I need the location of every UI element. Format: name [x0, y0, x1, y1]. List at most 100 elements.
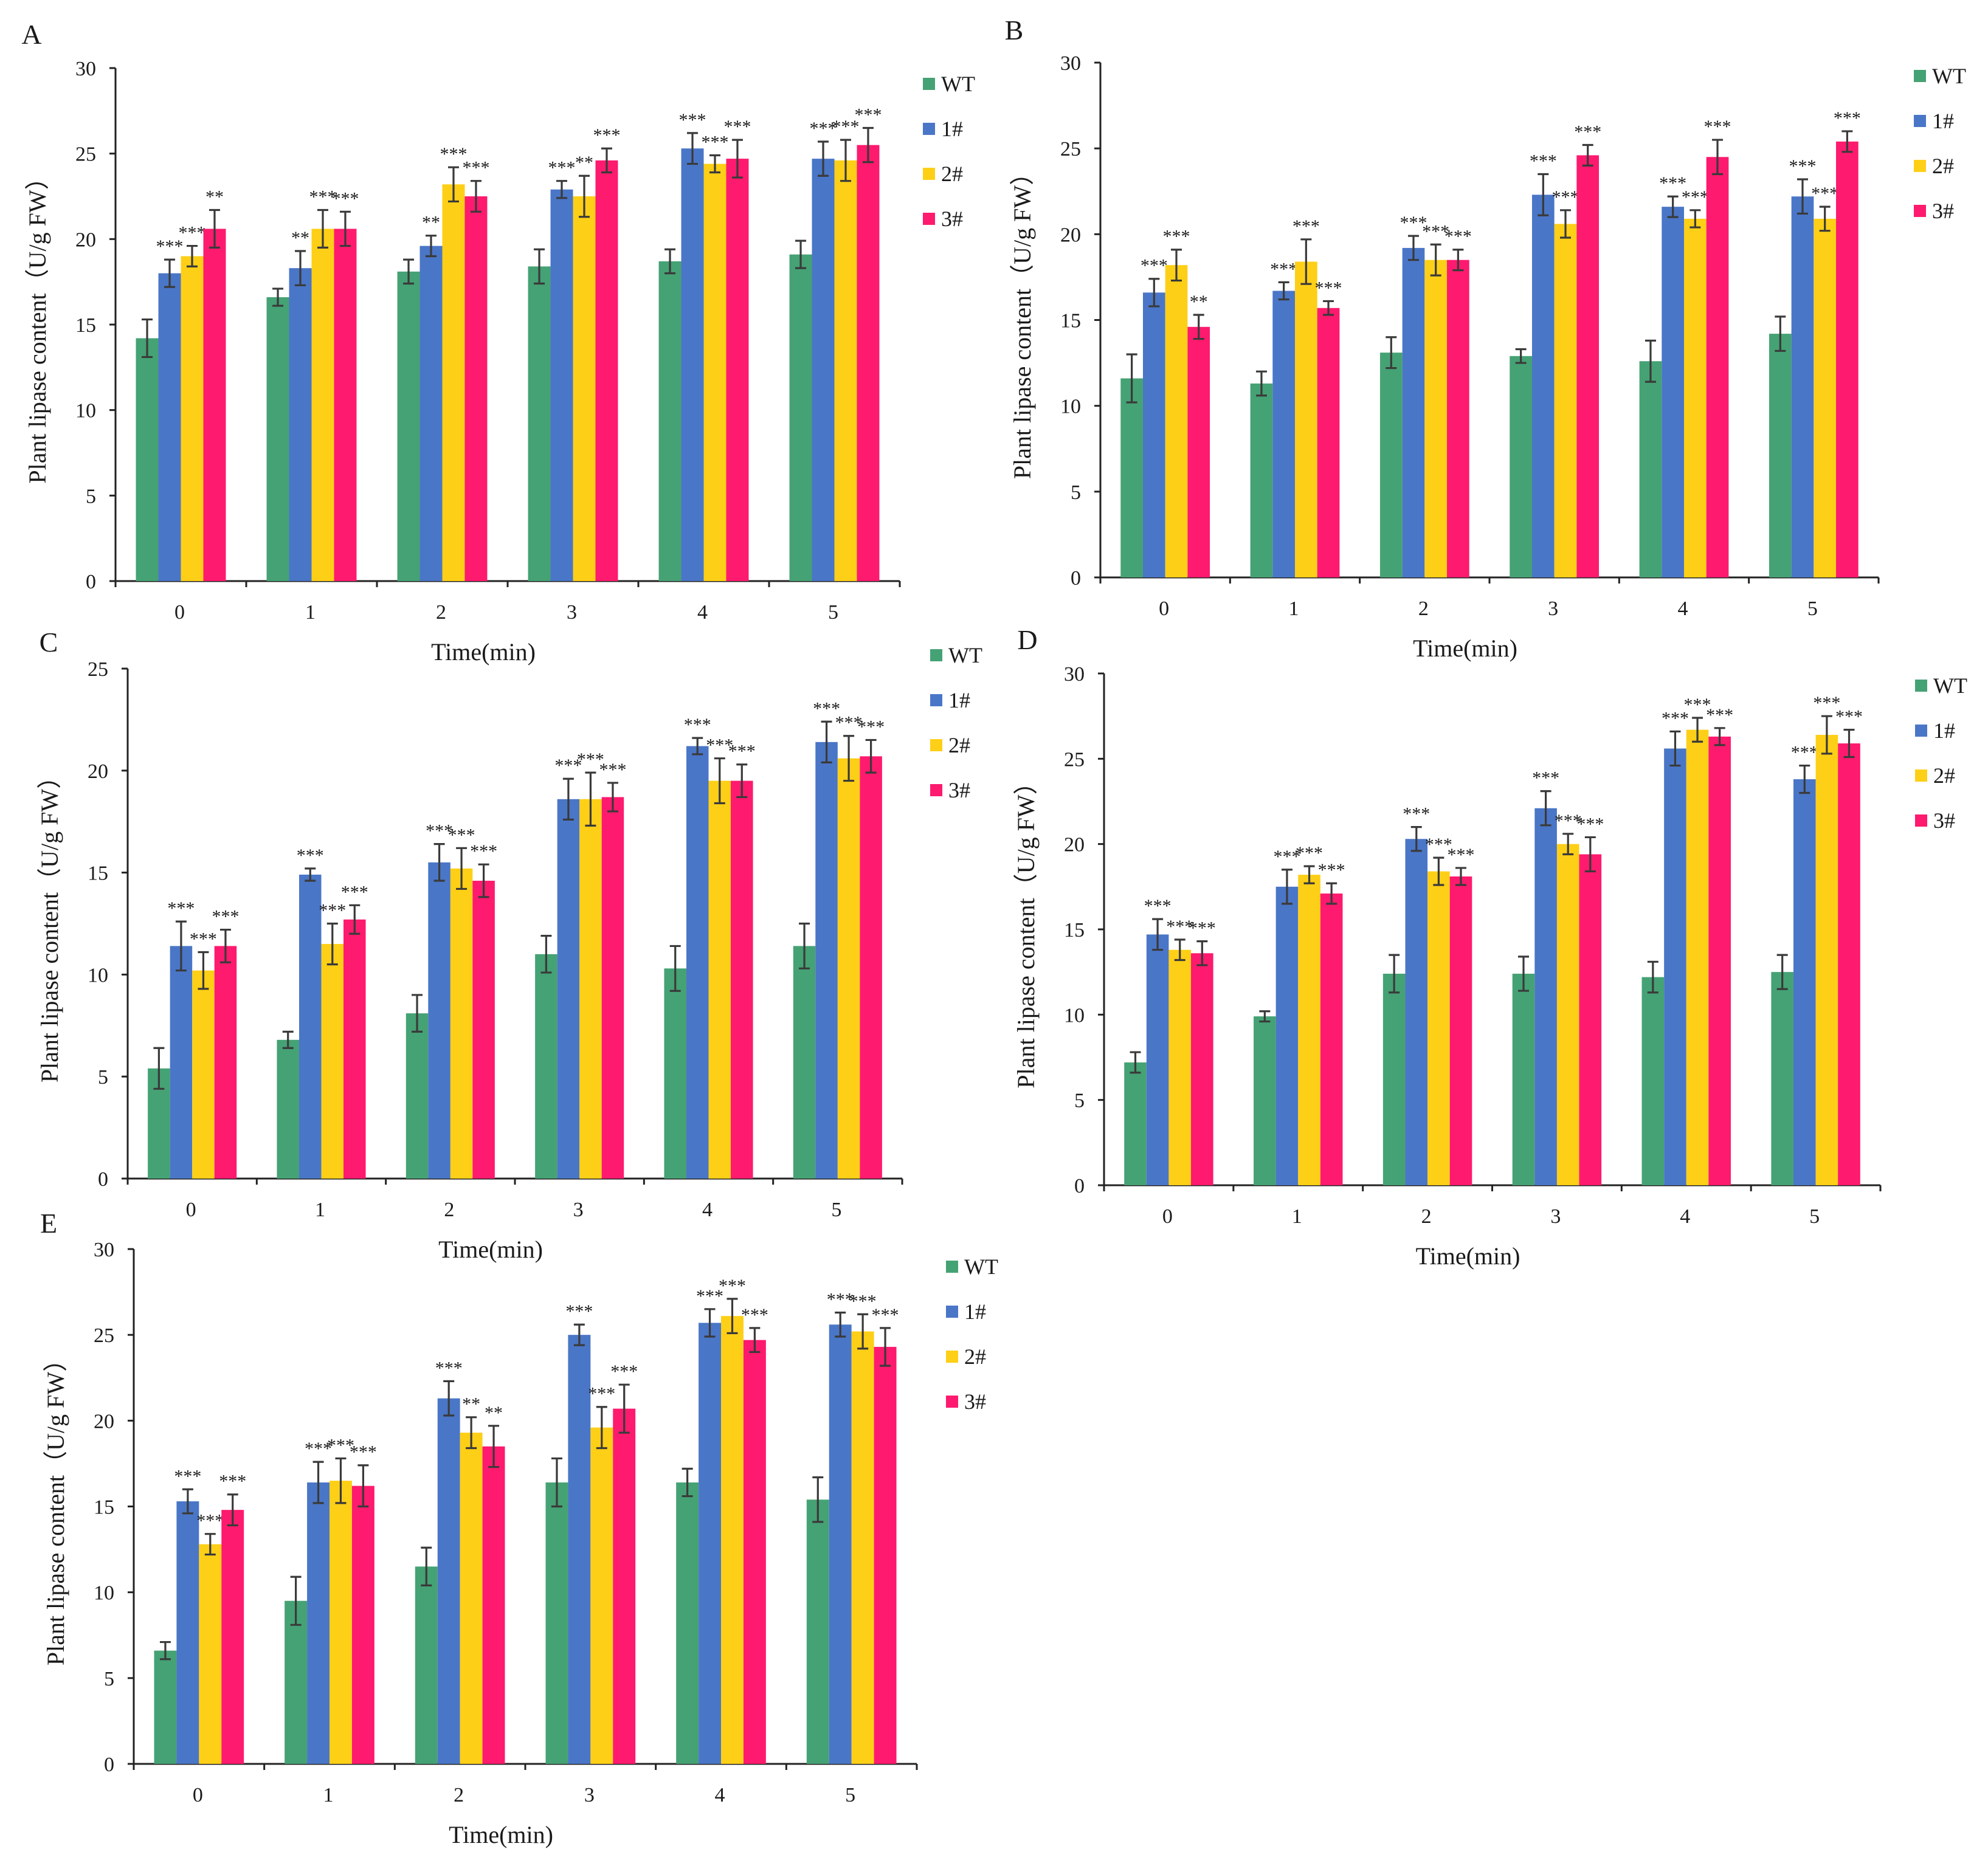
y-tick-label: 20	[94, 1410, 114, 1433]
bar-2#-t1	[321, 944, 344, 1179]
bar-2#-t4	[703, 164, 727, 582]
y-tick-label: 15	[1064, 919, 1085, 942]
y-tick-label: 25	[75, 143, 96, 166]
bar-1#-t1	[1272, 291, 1295, 577]
bar-1#-t1	[289, 268, 312, 581]
significance-label: ***	[554, 756, 582, 776]
error-bar	[799, 922, 810, 969]
y-tick-label: 30	[1064, 663, 1085, 686]
error-bar	[1540, 790, 1551, 827]
error-bar	[865, 738, 877, 774]
significance-label: ***	[1293, 216, 1320, 236]
error-bar	[596, 1406, 607, 1450]
bar-1#-t0	[158, 273, 181, 581]
bar-2#-t0	[1165, 265, 1188, 577]
bar-1#-t1	[299, 874, 322, 1179]
bar-3#-t0	[203, 229, 226, 581]
error-bar	[692, 737, 703, 756]
error-bar	[175, 920, 187, 972]
error-bar	[443, 1380, 455, 1417]
error-bar	[1196, 940, 1208, 966]
y-tick-label: 20	[75, 229, 96, 251]
x-tick-label: 5	[831, 1199, 841, 1221]
x-tick-label: 3	[584, 1784, 595, 1806]
error-bar	[1562, 833, 1574, 856]
bar-WT-t0	[154, 1650, 177, 1764]
error-bar	[551, 1457, 562, 1508]
significance-label: ***	[319, 901, 346, 921]
error-bar	[456, 847, 468, 890]
significance-label: ***	[832, 117, 859, 137]
legend-label: 2#	[948, 733, 970, 757]
y-tick-label: 20	[1064, 834, 1085, 856]
x-axis-label: Time(min)	[1413, 635, 1517, 662]
error-bar	[478, 863, 489, 898]
significance-label: ***	[448, 825, 475, 845]
bar-3#-t2	[472, 881, 495, 1179]
significance-label: **	[291, 228, 309, 248]
significance-label: ***	[426, 821, 453, 841]
bar-2#-t1	[311, 229, 334, 581]
bar-2#-t3	[579, 799, 602, 1179]
legend-swatch	[923, 213, 935, 225]
error-bar	[153, 1047, 165, 1090]
y-tick-label: 0	[86, 571, 96, 593]
x-axis-label: Time(min)	[449, 1821, 553, 1848]
legend-label: 1#	[1932, 109, 1954, 133]
significance-label: ***	[305, 1439, 332, 1459]
y-tick-label: 30	[1060, 52, 1081, 75]
bar-2#-t0	[199, 1544, 222, 1764]
legend-swatch	[1915, 814, 1927, 827]
error-bar	[821, 720, 832, 763]
error-bar	[1326, 882, 1337, 905]
significance-label: ***	[341, 882, 368, 902]
legend-swatch	[923, 78, 935, 90]
significance-label: ***	[1296, 843, 1323, 863]
bar-WT-t4	[1641, 977, 1665, 1185]
significance-label: ***	[470, 841, 497, 861]
bar-1#-t3	[1534, 808, 1557, 1185]
bar-WT-t5	[1771, 972, 1793, 1185]
error-bar	[840, 139, 851, 182]
significance-label: ***	[297, 845, 324, 866]
y-tick-label: 0	[104, 1754, 114, 1776]
error-bar	[470, 180, 481, 213]
legend-swatch	[946, 1396, 958, 1408]
bar-1#-t3	[1531, 195, 1555, 577]
x-tick-label: 1	[1289, 597, 1299, 620]
bar-3#-t2	[464, 196, 488, 581]
error-bar	[1171, 249, 1182, 282]
bar-3#-t5	[874, 1346, 897, 1764]
x-tick-label: 2	[1421, 1205, 1432, 1228]
error-bar	[326, 922, 338, 966]
error-bar	[164, 258, 176, 288]
error-bar	[1515, 348, 1527, 364]
significance-label: ***	[827, 1289, 854, 1309]
error-bar	[1582, 143, 1593, 167]
significance-label: ***	[1163, 227, 1190, 247]
legend-swatch	[1915, 680, 1927, 692]
significance-label: ***	[1706, 705, 1733, 725]
error-bar	[142, 318, 153, 359]
significance-label: ***	[1682, 187, 1709, 207]
significance-label: ***	[1447, 845, 1474, 865]
error-bar	[578, 174, 590, 218]
bar-2#-t1	[1295, 261, 1317, 577]
bar-WT-t4	[658, 261, 682, 581]
error-bar	[1193, 314, 1204, 340]
x-tick-label: 1	[1292, 1205, 1302, 1228]
significance-label: ***	[196, 1511, 224, 1531]
legend-label: 1#	[941, 117, 963, 141]
significance-label: ***	[810, 119, 837, 139]
error-bar	[601, 147, 612, 174]
significance-label: ***	[684, 715, 711, 735]
error-bar	[312, 1461, 324, 1504]
significance-label: ***	[599, 760, 626, 780]
panel-letter: A	[21, 19, 41, 50]
error-bar	[1433, 856, 1444, 886]
bar-1#-t2	[1405, 839, 1428, 1185]
panel-letter: E	[40, 1208, 57, 1239]
y-tick-label: 10	[88, 964, 108, 986]
legend-swatch	[1914, 70, 1926, 82]
bar-3#-t1	[1320, 893, 1343, 1185]
